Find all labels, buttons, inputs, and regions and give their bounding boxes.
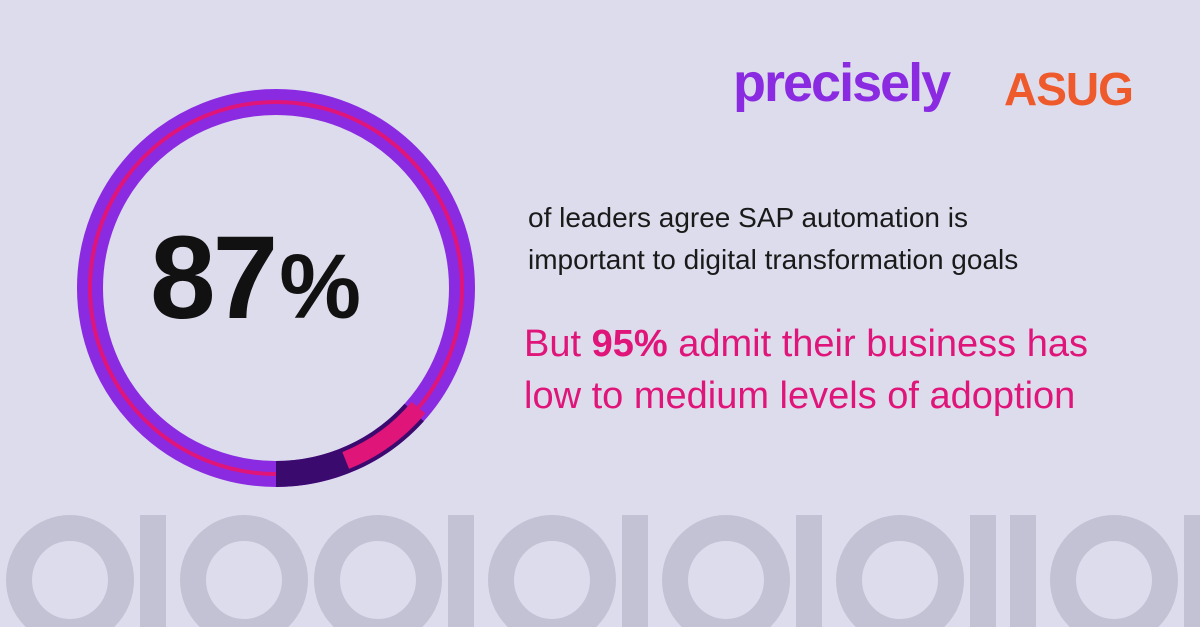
binary-zero	[314, 515, 442, 627]
callout-line-2: low to medium levels of adoption	[524, 375, 1076, 417]
stat-unit: %	[279, 236, 362, 338]
ring-pink-segment	[342, 401, 426, 469]
binary-zero	[836, 515, 964, 627]
callout-prefix: But	[524, 323, 582, 365]
precisely-logo: precisely	[733, 53, 951, 113]
binary-zero	[6, 515, 134, 627]
stat-value: 87	[150, 212, 278, 344]
callout-text: But 95% admit their business has low to …	[524, 318, 1194, 422]
description-line-2: important to digital transformation goal…	[528, 244, 1019, 275]
description-line-1: of leaders agree SAP automation is	[528, 202, 968, 233]
big-percentage: 87%	[150, 210, 410, 344]
binary-zero	[488, 515, 616, 627]
binary-zero	[662, 515, 790, 627]
callout-line1-rest: admit their business has	[678, 323, 1088, 365]
binary-zero	[180, 515, 308, 627]
binary-digits-background	[6, 515, 1200, 627]
asug-logo: ASUG	[1004, 63, 1134, 115]
callout-highlight: 95%	[591, 323, 668, 365]
binary-zero	[1050, 515, 1178, 627]
callout-line-1: But 95% admit their business has	[524, 318, 1194, 370]
